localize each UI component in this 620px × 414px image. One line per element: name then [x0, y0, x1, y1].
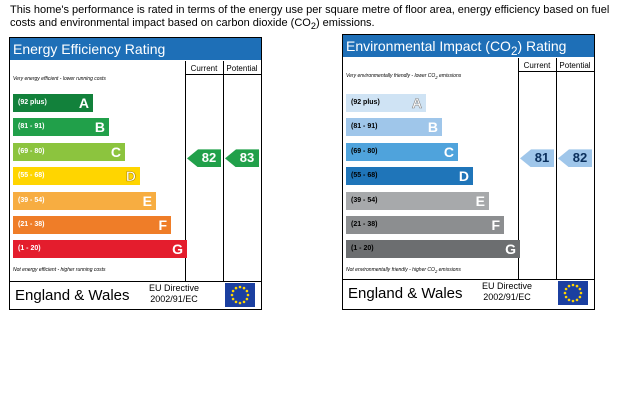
band-letter: F: [491, 217, 500, 233]
eu-flag-star: [230, 293, 234, 297]
eu-flag-icon: [558, 281, 588, 305]
eu-flag-star: [564, 287, 568, 291]
rating-band-c: (69 - 80) C: [346, 142, 458, 161]
potential-column-divider: [556, 58, 557, 279]
eu-flag-star: [231, 289, 235, 293]
chart-title: Energy Efficiency Rating: [10, 38, 261, 60]
band-letter: F: [158, 217, 167, 233]
current-column-header: Current: [190, 64, 218, 73]
eu-flag-star: [575, 284, 579, 288]
environmental-impact-chart: Environmental Impact (CO2) Rating Current…: [342, 34, 595, 310]
band-range: (1 - 20): [18, 245, 41, 253]
band-letter: C: [110, 143, 121, 160]
potential-rating-arrow: 82: [558, 149, 592, 168]
band-range: (1 - 20): [351, 245, 374, 253]
top-caption: Very environmentally friendly - lower CO…: [346, 73, 462, 80]
eu-flag-star: [238, 285, 242, 289]
rating-band-f: (21 - 38) F: [346, 216, 504, 234]
rating-band-d: (55 - 68) D: [346, 167, 473, 186]
band-range: (69 - 80): [351, 147, 378, 155]
band-range: (81 - 91): [18, 123, 45, 131]
band-range: (39 - 54): [18, 196, 45, 204]
potential-column-header: Potential: [559, 61, 591, 70]
band-letter: D: [458, 168, 469, 185]
rating-band-g: (1 - 20) G: [346, 240, 520, 259]
rating-band-e: (39 - 54) E: [346, 191, 489, 210]
eu-flag-star: [242, 300, 246, 304]
rating-band-c: (69 - 80) C: [13, 142, 125, 161]
eu-directive-line1: EU Directive: [149, 283, 200, 293]
eu-flag-icon: [225, 283, 255, 307]
energy-efficiency-chart: Energy Efficiency Rating Current Potential…: [9, 37, 262, 310]
eu-flag-star: [231, 297, 235, 301]
footer-divider: [343, 279, 594, 280]
bottom-caption: Not environmentally friendly - higher CO…: [346, 266, 461, 274]
eu-directive-line2: 2002/91/EC: [483, 292, 531, 302]
rating-band-g: (1 - 20) G: [13, 240, 187, 259]
eu-flag-star: [245, 289, 249, 293]
band-range: (81 - 91): [351, 123, 378, 131]
band-range: (55 - 68): [351, 172, 378, 180]
intro-text: This home's performance is rated in term…: [10, 4, 610, 32]
eu-flag-star: [242, 286, 246, 290]
band-letter: D: [125, 168, 137, 185]
band-letter: A: [78, 95, 89, 111]
band-letter: C: [443, 143, 454, 160]
footer-divider: [10, 281, 261, 282]
band-range: (39 - 54): [351, 196, 378, 204]
band-range: (92 plus): [18, 99, 47, 106]
eu-directive-line1: EU Directive: [482, 281, 533, 291]
rating-band-e: (39 - 54) E: [13, 191, 156, 210]
potential-rating-arrow: 83: [225, 149, 259, 168]
footer-country: England & Wales: [348, 285, 463, 302]
current-rating-arrow: 82: [187, 149, 221, 168]
band-letter: G: [505, 241, 516, 258]
rating-band-a: (92 plus) A: [346, 94, 426, 112]
band-letter: B: [427, 119, 438, 136]
eu-flag-star: [234, 286, 238, 290]
band-letter: G: [172, 241, 183, 258]
eu-flag-star: [567, 284, 571, 288]
eu-flag-star: [578, 295, 582, 299]
eu-flag-star: [571, 299, 575, 303]
current-rating-arrow: 81: [520, 149, 554, 168]
eu-flag-star: [564, 295, 568, 299]
current-column-divider: [185, 61, 186, 281]
potential-column-header: Potential: [226, 64, 258, 73]
potential-column-divider: [223, 61, 224, 281]
footer-country: England & Wales: [15, 287, 130, 304]
band-range: (21 - 38): [351, 221, 378, 228]
current-column-divider: [518, 58, 519, 279]
eu-flag-star: [578, 287, 582, 291]
eu-flag-star: [245, 297, 249, 301]
eu-flag-star: [571, 283, 575, 287]
band-letter: E: [142, 192, 152, 209]
bottom-caption: Not energy efficient - higher running co…: [13, 266, 106, 273]
chart-title: Environmental Impact (CO2) Rating: [343, 35, 594, 58]
top-caption: Very energy efficient - lower running co…: [13, 76, 106, 82]
band-letter: A: [411, 95, 423, 112]
band-range: (21 - 38): [18, 221, 45, 228]
eu-flag-star: [567, 298, 571, 302]
band-range: (69 - 80): [18, 147, 45, 155]
rating-band-b: (81 - 91) B: [13, 118, 109, 137]
band-letter: B: [94, 119, 105, 136]
band-letter: E: [475, 192, 485, 209]
eu-directive: EU Directive 2002/91/EC: [149, 283, 199, 305]
eu-flag-star: [234, 300, 238, 304]
eu-flag-star: [563, 291, 567, 295]
band-range: (92 plus): [351, 99, 380, 106]
rating-band-a: (92 plus) A: [13, 94, 93, 112]
band-range: (55 - 68): [18, 172, 45, 180]
current-column-header: Current: [523, 61, 551, 70]
rating-band-f: (21 - 38) F: [13, 216, 171, 234]
eu-flag-star: [238, 301, 242, 305]
eu-flag-star: [575, 298, 579, 302]
eu-directive: EU Directive 2002/91/EC: [482, 281, 532, 303]
rating-band-b: (81 - 91) B: [346, 118, 442, 137]
eu-flag-star: [246, 293, 250, 297]
eu-directive-line2: 2002/91/EC: [150, 294, 198, 304]
eu-flag-star: [579, 291, 583, 295]
rating-band-d: (55 - 68) D: [13, 167, 140, 186]
